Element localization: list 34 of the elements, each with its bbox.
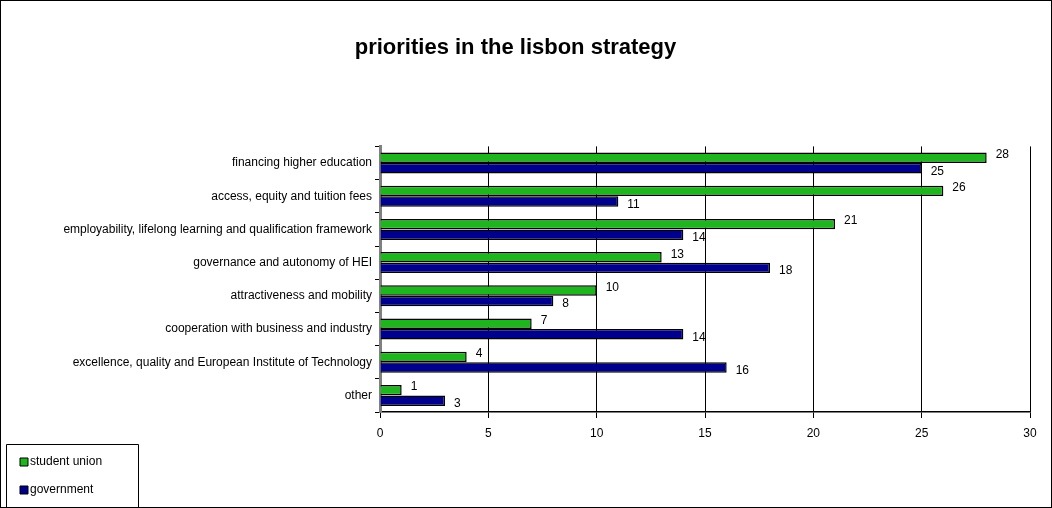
y-tick-label: governance and autonomy of HEI [193, 254, 372, 269]
y-tick-label: access, equity and tuition fees [211, 188, 372, 203]
x-tick-label: 0 [376, 425, 384, 440]
data-label: 28 [995, 147, 1010, 161]
y-tick-label: excellence, quality and European Institute of Technology [72, 354, 372, 369]
data-label: 16 [735, 362, 750, 377]
data-label: 13 [670, 246, 685, 261]
data-label: 8 [562, 296, 570, 311]
data-label: 14 [692, 329, 707, 344]
data-label: 18 [779, 263, 793, 278]
y-tick-label: financing higher education [231, 155, 372, 170]
x-tick-label: 15 [698, 425, 712, 440]
data-label: 14 [692, 230, 707, 245]
y-tick-label: attractiveness and mobility [230, 288, 372, 303]
data-label: 10 [605, 279, 620, 294]
x-tick-label: 20 [806, 425, 821, 440]
data-label: 26 [952, 180, 967, 195]
data-label: 21 [844, 213, 858, 228]
data-label: 4 [475, 346, 483, 361]
data-label: 3 [454, 396, 461, 411]
data-label: 25 [930, 163, 945, 178]
y-tick-label: other [344, 387, 372, 402]
x-tick-label: 10 [589, 425, 604, 440]
legend-label: government [30, 482, 95, 497]
data-label: 7 [540, 313, 548, 327]
chart-title: priorities in the lisbon strategy [354, 34, 678, 60]
x-tick-label: 25 [914, 425, 929, 440]
y-tick-label: employability, lifelong learning and qualification framework [63, 221, 373, 236]
y-tick-label: cooperation with business and industry [165, 321, 372, 336]
data-label: 11 [627, 196, 641, 211]
x-tick-label: 5 [484, 425, 492, 440]
x-tick-label: 30 [1023, 425, 1037, 440]
legend-label: student union [30, 454, 103, 469]
data-label: 1 [410, 379, 418, 394]
